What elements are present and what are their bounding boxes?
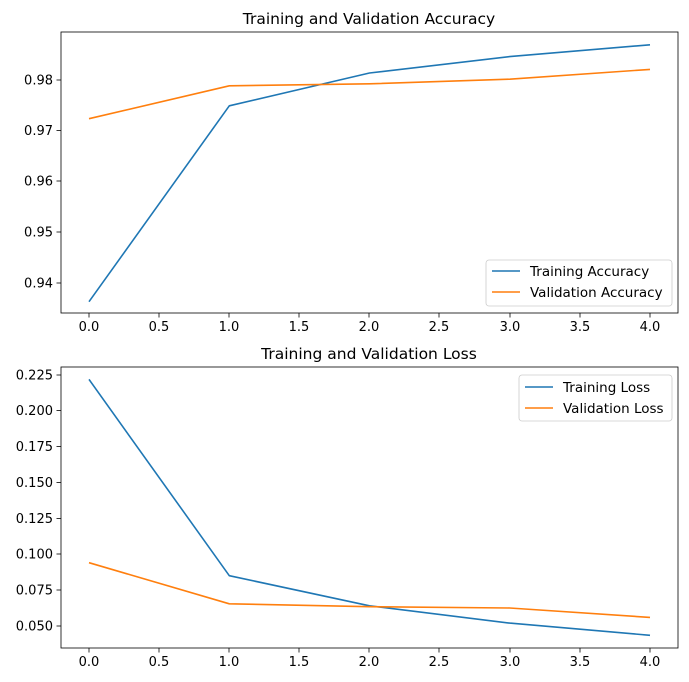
x-ticks: 0.0 0.5 1.0 1.5 2.0 2.5 3.0 3.5 4.0: [79, 313, 661, 335]
y-tick: 0.200: [16, 404, 61, 419]
x-tick-label: 0.5: [149, 320, 170, 335]
x-tick: 1.0: [219, 648, 240, 670]
legend-box: [518, 374, 673, 422]
legend-label: Training Loss: [562, 380, 650, 396]
y-tick-label: 0.225: [16, 369, 53, 384]
chart-title: Training and Validation Accuracy: [242, 10, 495, 28]
x-tick: 0.0: [79, 648, 100, 670]
y-tick: 0.97: [24, 124, 61, 139]
x-tick: 0.5: [149, 648, 170, 670]
legend-label: Training Accuracy: [529, 264, 649, 280]
y-tick-label: 0.075: [16, 584, 53, 599]
x-tick-label: 0.0: [79, 320, 100, 335]
accuracy-chart: Training and Validation Accuracy 0.0 0.5…: [24, 10, 679, 335]
y-tick-label: 0.98: [24, 74, 53, 89]
x-tick-label: 3.5: [570, 655, 591, 670]
x-tick-label: 2.5: [429, 655, 450, 670]
x-tick-label: 3.5: [570, 320, 591, 335]
y-tick-label: 0.94: [24, 277, 53, 292]
x-ticks: 0.0 0.5 1.0 1.5 2.0 2.5 3.0 3.5 4.0: [79, 648, 661, 670]
x-tick-label: 3.0: [500, 320, 521, 335]
series-line-validation-loss: [88, 561, 651, 619]
legend-label: Validation Accuracy: [530, 285, 663, 301]
y-ticks: 0.94 0.95 0.96 0.97 0.98: [24, 74, 61, 292]
chart-title: Training and Validation Loss: [260, 345, 477, 363]
x-tick: 4.0: [640, 313, 661, 335]
y-tick: 0.96: [24, 175, 61, 190]
x-tick: 1.5: [289, 313, 310, 335]
x-tick: 0.0: [79, 313, 100, 335]
loss-chart: Training and Validation Loss 0.0 0.5 1.0…: [16, 345, 679, 670]
x-tick-label: 1.0: [219, 655, 240, 670]
legend: Training Accuracy Validation Accuracy: [485, 259, 673, 307]
x-tick-label: 3.0: [500, 655, 521, 670]
y-tick: 0.125: [16, 512, 61, 527]
x-tick: 2.0: [359, 313, 380, 335]
x-tick: 4.0: [640, 648, 661, 670]
y-tick-label: 0.150: [16, 476, 53, 491]
x-tick-label: 1.5: [289, 320, 310, 335]
legend: Training Loss Validation Loss: [518, 374, 673, 422]
y-tick: 0.050: [16, 620, 61, 635]
x-tick: 0.5: [149, 313, 170, 335]
y-ticks: 0.050 0.075 0.100 0.125 0.150 0.175 0.20…: [16, 369, 61, 635]
series-line-validation-accuracy: [88, 68, 651, 120]
x-tick-label: 4.0: [640, 655, 661, 670]
y-tick: 0.94: [24, 277, 61, 292]
x-tick-label: 0.5: [149, 655, 170, 670]
x-tick-label: 1.5: [289, 655, 310, 670]
x-tick-label: 4.0: [640, 320, 661, 335]
x-tick-label: 2.5: [429, 320, 450, 335]
x-tick: 3.5: [570, 313, 591, 335]
x-tick: 2.5: [429, 648, 450, 670]
y-tick: 0.150: [16, 476, 61, 491]
x-tick-label: 2.0: [359, 320, 380, 335]
legend-box: [485, 259, 673, 307]
y-tick-label: 0.125: [16, 512, 53, 527]
y-tick: 0.225: [16, 369, 61, 384]
y-tick-label: 0.175: [16, 440, 53, 455]
series-line-training-loss: [88, 378, 651, 637]
x-tick: 2.5: [429, 313, 450, 335]
series-lines: [88, 44, 651, 303]
x-tick: 3.0: [500, 313, 521, 335]
y-tick: 0.175: [16, 440, 61, 455]
y-tick: 0.98: [24, 74, 61, 89]
y-tick-label: 0.95: [24, 226, 53, 241]
y-tick: 0.95: [24, 226, 61, 241]
series-lines: [88, 378, 651, 637]
y-tick: 0.100: [16, 548, 61, 563]
x-tick-label: 1.0: [219, 320, 240, 335]
x-tick: 1.0: [219, 313, 240, 335]
x-tick-label: 0.0: [79, 655, 100, 670]
y-tick-label: 0.200: [16, 404, 53, 419]
legend-label: Validation Loss: [563, 401, 664, 417]
y-tick-label: 0.96: [24, 175, 53, 190]
x-tick: 3.5: [570, 648, 591, 670]
y-tick-label: 0.100: [16, 548, 53, 563]
y-tick-label: 0.050: [16, 620, 53, 635]
x-tick: 2.0: [359, 648, 380, 670]
x-tick: 1.5: [289, 648, 310, 670]
x-tick-label: 2.0: [359, 655, 380, 670]
x-tick: 3.0: [500, 648, 521, 670]
y-tick-label: 0.97: [24, 124, 53, 139]
series-line-training-accuracy: [88, 44, 651, 303]
y-tick: 0.075: [16, 584, 61, 599]
